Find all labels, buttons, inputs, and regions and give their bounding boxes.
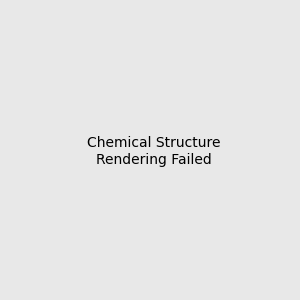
Text: Chemical Structure
Rendering Failed: Chemical Structure Rendering Failed — [87, 136, 220, 166]
